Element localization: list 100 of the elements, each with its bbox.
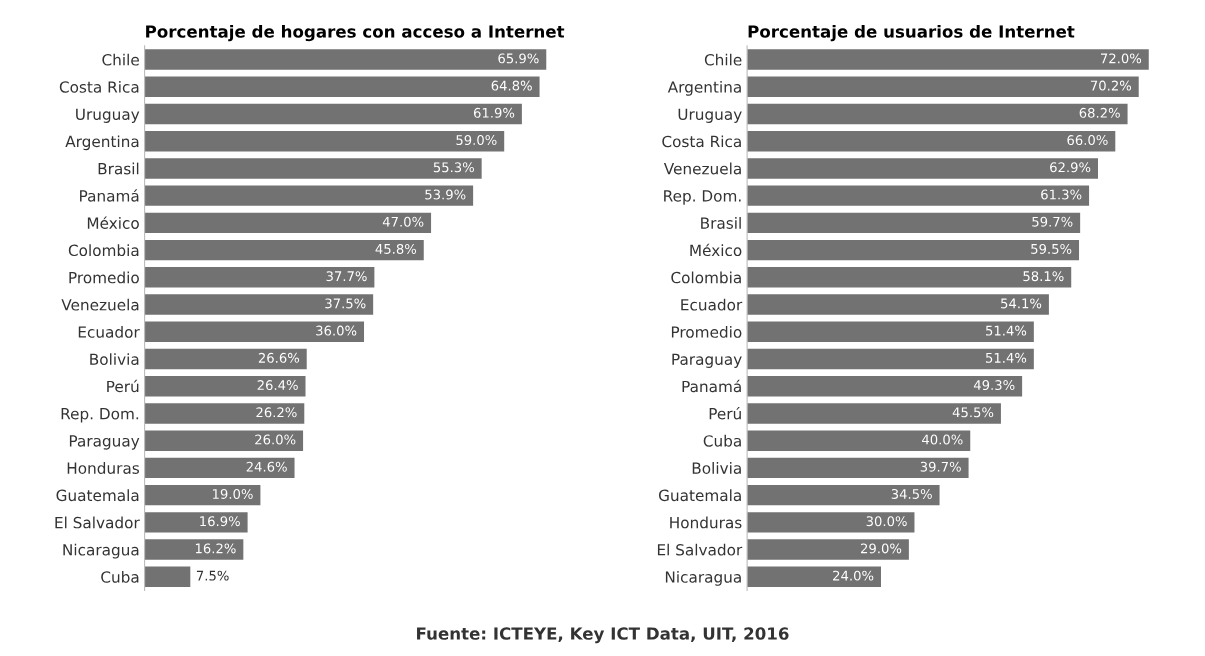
data-label: 53.9% (425, 189, 466, 200)
data-label: 70.2% (1090, 80, 1132, 91)
bar (144, 403, 305, 424)
data-label: 26.4% (257, 380, 298, 391)
bar (144, 212, 432, 234)
data-label: 40.0% (922, 434, 963, 445)
bar (144, 158, 482, 179)
data-label: 64.8% (491, 80, 532, 91)
data-label: 51.4% (986, 325, 1027, 336)
y-tick-label: Cuba (703, 434, 741, 447)
data-label: 30.0% (866, 516, 907, 527)
bar (144, 376, 306, 397)
y-tick-label: Honduras (67, 462, 139, 474)
y-tick-label: Perú (709, 407, 741, 420)
bar (144, 348, 307, 370)
bar (747, 512, 915, 533)
y-tick-label: Argentina (65, 135, 139, 151)
bar (747, 103, 1128, 125)
chart-title: Porcentaje de usuarios de Internet (748, 24, 1075, 42)
y-tick-label: Chile (704, 53, 742, 66)
bar (747, 130, 1116, 152)
bar (144, 130, 505, 152)
bar (144, 457, 295, 479)
bar (747, 430, 971, 451)
data-label: 45.8% (375, 243, 417, 254)
y-tick-label: Guatemala (658, 489, 741, 502)
y-tick-label: México (690, 243, 742, 257)
data-label: 68.2% (1079, 107, 1120, 118)
data-label: 37.5% (325, 298, 366, 309)
bar (747, 321, 1034, 342)
data-label: 72.0% (1100, 53, 1142, 64)
y-tick-label: Ecuador (78, 325, 140, 338)
y-tick-label: Brasil (701, 217, 741, 229)
bar (144, 239, 424, 261)
data-label: 36.0% (316, 325, 357, 336)
bar (747, 76, 1139, 97)
y-tick-label: Brasil (98, 162, 139, 175)
y-tick-label: Nicaragua (63, 543, 139, 559)
y-tick-label: Uruguay (678, 108, 742, 123)
y-tick-label: México (87, 216, 139, 229)
y-tick-label: Costa Rica (59, 80, 139, 93)
data-label: 16.9% (200, 516, 240, 527)
bar (144, 512, 248, 533)
data-label: 19.0% (213, 488, 253, 499)
data-label: 49.3% (973, 380, 1015, 391)
data-label: 66.0% (1067, 135, 1108, 146)
data-label: 37.7% (326, 271, 367, 282)
data-label: 62.9% (1050, 162, 1091, 173)
y-tick-label: Panamá (682, 379, 741, 393)
data-label: 51.4% (986, 352, 1027, 363)
data-label: 59.7% (1032, 216, 1073, 227)
data-label: 61.9% (473, 107, 515, 118)
bar (747, 185, 1090, 206)
y-tick-label: Colombia (671, 271, 741, 284)
bar (144, 321, 365, 342)
y-tick-label: Ecuador (681, 298, 743, 311)
y-tick-label: Promedio (671, 325, 742, 338)
bar (747, 566, 881, 587)
bar (144, 267, 375, 288)
y-tick-label: Bolivia (692, 462, 741, 474)
bar (747, 348, 1034, 370)
source-note: Fuente: ICTEYE, Key ICT Data, UIT, 2016 (417, 627, 789, 644)
data-label: 34.5% (891, 488, 932, 499)
y-tick-label: Perú (107, 379, 139, 393)
data-label: 47.0% (382, 216, 424, 227)
bar (747, 376, 1023, 397)
data-label: 59.0% (456, 135, 497, 146)
bar (747, 239, 1080, 261)
y-tick-label: Costa Rica (662, 135, 741, 148)
bar (144, 185, 474, 206)
y-tick-label: Nicaragua (665, 570, 741, 586)
data-label: 59.5% (1031, 243, 1072, 254)
y-tick-label: Cuba (101, 570, 139, 583)
bar (144, 76, 540, 97)
bar (144, 484, 261, 506)
y-tick-label: Paraguay (69, 435, 140, 450)
data-label: 26.0% (255, 434, 296, 445)
bar (747, 294, 1049, 315)
y-tick-label: Rep. Dom. (61, 408, 139, 423)
bar (747, 403, 1001, 424)
bar (747, 539, 909, 560)
bar (747, 49, 1149, 70)
y-tick-label: Uruguay (76, 108, 140, 123)
y-tick-label: Guatemala (56, 489, 139, 502)
data-label: 7.5% (196, 570, 229, 581)
bar (144, 294, 374, 315)
bar (747, 212, 1081, 234)
bar (747, 484, 940, 506)
chart-title: Porcentaje de hogares con acceso a Internet (146, 24, 565, 42)
y-tick-label: El Salvador (55, 516, 140, 529)
data-label: 26.2% (256, 407, 297, 418)
y-tick-label: Panamá (80, 189, 139, 202)
data-label: 26.6% (258, 352, 300, 363)
bar (747, 267, 1072, 288)
bar (144, 430, 304, 451)
bar (144, 103, 522, 125)
data-label: 55.3% (433, 162, 474, 173)
y-tick-label: Colombia (68, 244, 139, 257)
y-tick-label: Argentina (667, 80, 741, 96)
data-label: 29.0% (860, 543, 902, 554)
